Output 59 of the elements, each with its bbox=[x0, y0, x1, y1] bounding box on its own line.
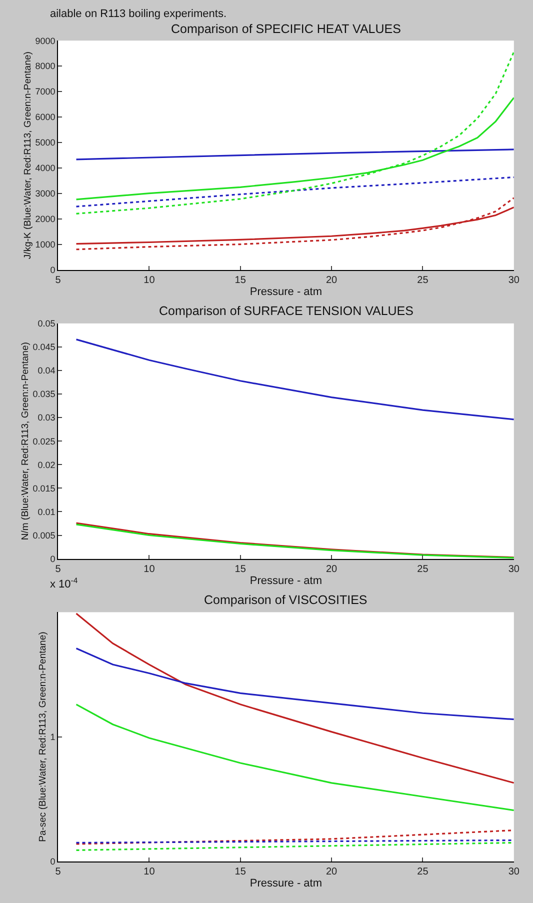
x-tick-label: 15 bbox=[234, 564, 246, 575]
y-tick-label: 1 bbox=[50, 732, 56, 742]
x-tick-label: 15 bbox=[234, 866, 246, 878]
x-tick-label: 30 bbox=[508, 866, 520, 878]
y-tick-label: 0.04 bbox=[38, 366, 56, 376]
x-tick-label: 30 bbox=[508, 564, 520, 575]
text: x 10$^{-4}$ bbox=[50, 576, 78, 591]
x-tick-label: 15 bbox=[234, 275, 246, 286]
y-tick-label: 0.035 bbox=[32, 389, 56, 400]
y-tick-label: 0.01 bbox=[38, 506, 56, 517]
line-series bbox=[75, 51, 514, 214]
text: ailable on R113 boiling experiments. bbox=[50, 8, 227, 20]
y-tick-label: 0.025 bbox=[32, 436, 56, 446]
x-tick-label: 20 bbox=[326, 275, 338, 286]
x-tick-label: 5 bbox=[55, 275, 62, 286]
chart-title: Comparison of VISCOSITIES bbox=[204, 593, 368, 607]
x-tick-label: 10 bbox=[144, 866, 156, 878]
y-tick-label: 0 bbox=[50, 856, 56, 867]
x-tick-label: 5 bbox=[55, 866, 62, 878]
chart-title: Comparison of SURFACE TENSION VALUES bbox=[159, 304, 414, 318]
y-tick-label: 0.005 bbox=[32, 530, 56, 540]
y-tick-label: 0 bbox=[50, 265, 56, 276]
y-tick-label: 5000 bbox=[35, 138, 56, 148]
x-tick-label: 30 bbox=[508, 275, 520, 286]
x-tick-label: 25 bbox=[417, 866, 429, 878]
chart-title: Comparison of SPECIFIC HEAT VALUES bbox=[171, 22, 401, 36]
x-axis-title: Pressure - atm bbox=[250, 286, 322, 298]
y-tick-label: 0.045 bbox=[32, 342, 56, 352]
y-tick-label: 4000 bbox=[35, 163, 56, 174]
y-tick-label: 1000 bbox=[35, 240, 56, 250]
y-tick-label: 2000 bbox=[35, 214, 56, 224]
y-tick-label: 3000 bbox=[35, 188, 56, 199]
y-axis-title: J/kg-K (Blue:Water, Red:R113, Green:n-Pentane) bbox=[22, 52, 34, 260]
y-tick-label: 0.05 bbox=[38, 318, 56, 329]
y-tick-label: 7000 bbox=[35, 86, 56, 97]
x-axis-title: Pressure - atm bbox=[250, 878, 322, 890]
x-tick-label: 20 bbox=[326, 866, 338, 878]
x-tick-label: 10 bbox=[144, 275, 156, 286]
line-series bbox=[75, 612, 514, 784]
x-tick-label: 25 bbox=[417, 275, 429, 286]
y-tick-label: 0.03 bbox=[38, 412, 56, 423]
y-tick-label: 9000 bbox=[35, 36, 56, 46]
y-tick-label: 0.02 bbox=[38, 460, 56, 470]
y-tick-label: 0.015 bbox=[32, 483, 56, 494]
y-tick-label: 0 bbox=[50, 554, 56, 564]
y-tick-label: 8000 bbox=[35, 61, 56, 72]
x-tick-label: 5 bbox=[55, 564, 62, 575]
y-axis-title: N/m (Blue:Water, Red:R113, Green:n-Pentane) bbox=[20, 342, 31, 540]
y-axis-title: Pa-sec (Blue:Water, Red:R113, Green:n-Pentane) bbox=[37, 632, 48, 842]
x-tick-label: 25 bbox=[417, 564, 429, 575]
x-tick-label: 20 bbox=[326, 564, 338, 575]
line-series bbox=[75, 338, 514, 420]
line-series bbox=[75, 176, 514, 208]
line-series bbox=[75, 197, 514, 250]
y-tick-label: 6000 bbox=[35, 112, 56, 122]
line-series bbox=[75, 648, 514, 720]
x-axis-title: Pressure - atm bbox=[250, 575, 322, 587]
line-series bbox=[75, 704, 514, 812]
x-tick-label: 10 bbox=[144, 564, 156, 575]
